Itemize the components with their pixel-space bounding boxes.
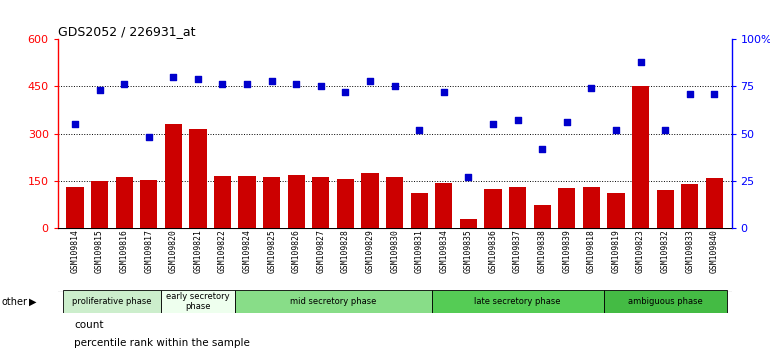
Point	[437, 89, 450, 95]
Point	[708, 91, 721, 97]
Bar	[705, 178, 723, 228]
Point	[511, 118, 524, 123]
Bar	[534, 205, 551, 228]
Bar	[288, 175, 305, 228]
Point	[69, 121, 81, 127]
Point	[585, 85, 598, 91]
Point	[241, 81, 253, 87]
Text: GSM109816: GSM109816	[119, 230, 129, 274]
Text: GSM109814: GSM109814	[71, 230, 79, 274]
Point	[142, 135, 155, 140]
Text: mid secretory phase: mid secretory phase	[290, 297, 377, 306]
Text: other: other	[2, 297, 28, 307]
Text: early secretory
phase: early secretory phase	[166, 292, 229, 312]
Bar	[189, 129, 206, 228]
Text: GSM109826: GSM109826	[292, 230, 301, 274]
Bar	[386, 177, 403, 228]
Text: GSM109830: GSM109830	[390, 230, 399, 274]
Text: GSM109828: GSM109828	[341, 230, 350, 274]
Text: ambiguous phase: ambiguous phase	[628, 297, 702, 306]
Text: proliferative phase: proliferative phase	[72, 297, 152, 306]
Text: GSM109818: GSM109818	[587, 230, 596, 274]
Point	[167, 74, 179, 80]
Text: GSM109815: GSM109815	[95, 230, 104, 274]
Text: late secretory phase: late secretory phase	[474, 297, 561, 306]
Text: GSM109823: GSM109823	[636, 230, 645, 274]
Point	[462, 175, 474, 180]
Text: GSM109838: GSM109838	[537, 230, 547, 274]
Point	[340, 89, 352, 95]
Bar	[657, 190, 674, 228]
Text: GSM109827: GSM109827	[316, 230, 326, 274]
Point	[487, 121, 499, 127]
Point	[118, 81, 130, 87]
Point	[634, 59, 647, 64]
Bar	[604, 290, 727, 313]
Text: GSM109836: GSM109836	[488, 230, 497, 274]
Bar	[583, 187, 600, 228]
Point	[684, 91, 696, 97]
Bar	[460, 219, 477, 228]
Bar	[165, 124, 182, 228]
Text: GSM109824: GSM109824	[243, 230, 252, 274]
Text: GSM109835: GSM109835	[464, 230, 473, 274]
Bar	[235, 290, 431, 313]
Point	[192, 76, 204, 81]
Bar	[239, 176, 256, 228]
Bar	[509, 187, 526, 228]
Text: GSM109820: GSM109820	[169, 230, 178, 274]
Text: GSM109833: GSM109833	[685, 230, 695, 274]
Text: GSM109829: GSM109829	[366, 230, 374, 274]
Bar	[62, 290, 161, 313]
Bar	[484, 189, 501, 228]
Point	[216, 81, 229, 87]
Point	[659, 127, 671, 133]
Text: GSM109831: GSM109831	[415, 230, 424, 274]
Bar	[435, 183, 453, 228]
Point	[93, 87, 105, 93]
Bar	[66, 187, 84, 228]
Bar	[558, 188, 575, 228]
Point	[610, 127, 622, 133]
Text: GSM109837: GSM109837	[513, 230, 522, 274]
Text: GSM109822: GSM109822	[218, 230, 227, 274]
Bar	[161, 290, 235, 313]
Bar	[431, 290, 604, 313]
Point	[315, 84, 327, 89]
Bar	[313, 177, 330, 228]
Point	[266, 78, 278, 84]
Bar	[410, 193, 428, 228]
Text: GSM109840: GSM109840	[710, 230, 718, 274]
Bar	[214, 176, 231, 228]
Text: GSM109832: GSM109832	[661, 230, 670, 274]
Bar	[91, 181, 108, 228]
Text: GSM109825: GSM109825	[267, 230, 276, 274]
Point	[388, 84, 400, 89]
Point	[290, 81, 303, 87]
Bar	[361, 173, 379, 228]
Text: GSM109817: GSM109817	[144, 230, 153, 274]
Point	[413, 127, 425, 133]
Text: GDS2052 / 226931_at: GDS2052 / 226931_at	[58, 25, 196, 38]
Text: GSM109819: GSM109819	[611, 230, 621, 274]
Bar	[140, 180, 157, 228]
Bar	[632, 86, 649, 228]
Text: count: count	[74, 320, 103, 330]
Bar	[263, 177, 280, 228]
Point	[561, 119, 573, 125]
Bar	[336, 179, 354, 228]
Text: ▶: ▶	[29, 297, 37, 307]
Bar	[116, 177, 132, 228]
Text: GSM109821: GSM109821	[193, 230, 203, 274]
Text: GSM109839: GSM109839	[562, 230, 571, 274]
Text: GSM109834: GSM109834	[440, 230, 448, 274]
Bar	[681, 184, 698, 228]
Point	[536, 146, 548, 152]
Point	[364, 78, 377, 84]
Text: percentile rank within the sample: percentile rank within the sample	[74, 338, 249, 348]
Bar	[608, 193, 624, 228]
